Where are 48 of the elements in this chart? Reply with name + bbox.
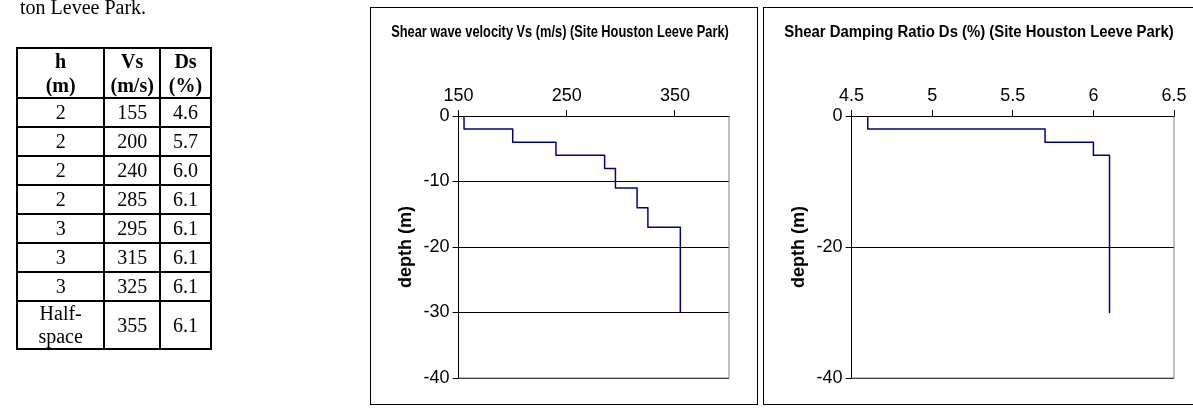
chart-title: Shear wave velocity Vs (m/s) (Site Houston Leeve Park) xyxy=(391,21,729,41)
text: 2 xyxy=(55,130,66,152)
y-tick-label: -30 xyxy=(423,301,450,322)
text: 3 xyxy=(55,275,66,297)
category-label: h (m) xyxy=(17,48,105,98)
text: 2 xyxy=(55,188,66,210)
text: 5.7 xyxy=(173,130,199,152)
text: 3 xyxy=(55,246,66,268)
text: 6.1 xyxy=(173,313,199,336)
text: 295 xyxy=(117,217,148,239)
category-label: Vs (m/s) xyxy=(104,48,161,98)
text: 325 xyxy=(117,275,148,297)
text: 315 xyxy=(117,246,148,268)
x-tick-label: 4.5 xyxy=(839,85,865,106)
x-tick-label: 150 xyxy=(443,85,474,106)
text: 2 xyxy=(55,101,66,123)
x-tick-label: 350 xyxy=(659,85,690,106)
y-tick-label: -10 xyxy=(423,170,450,191)
x-tick-label: 250 xyxy=(551,85,582,106)
y-tick-label: 0 xyxy=(439,104,450,125)
x-tick-label: 6.5 xyxy=(1161,85,1187,106)
y-tick-label: 0 xyxy=(832,104,843,125)
text: 285 xyxy=(117,188,148,210)
text: 4.6 xyxy=(173,101,199,123)
text: 6.0 xyxy=(173,159,199,181)
text: 355 xyxy=(117,313,148,336)
text: Half-space xyxy=(38,302,83,347)
text: 6.1 xyxy=(173,275,199,297)
y-tick-label: -40 xyxy=(423,366,450,387)
x-tick-label: 5 xyxy=(927,85,938,106)
category-label: Ds (%) xyxy=(160,48,211,98)
y-tick-label: -20 xyxy=(423,235,450,256)
y-tick-label: -20 xyxy=(816,235,843,256)
y-axis-title: depth (m) xyxy=(394,206,415,288)
text: 155 xyxy=(117,101,148,123)
text: 3 xyxy=(55,217,66,239)
text: 6.1 xyxy=(173,188,199,210)
text: 200 xyxy=(117,130,148,152)
y-tick-label: -40 xyxy=(816,366,843,387)
text: 6.1 xyxy=(173,246,199,268)
x-tick-label: 5.5 xyxy=(1000,85,1026,106)
x-tick-label: 6 xyxy=(1088,85,1099,106)
chart-title: Shear Damping Ratio Ds (%) (Site Houston Leeve Park) xyxy=(784,22,1174,41)
text: ton Levee Park. xyxy=(20,0,147,19)
text: 2 xyxy=(55,159,66,181)
text: 6.1 xyxy=(173,217,199,239)
y-axis-title: depth (m) xyxy=(787,206,808,288)
text: 240 xyxy=(117,159,148,181)
